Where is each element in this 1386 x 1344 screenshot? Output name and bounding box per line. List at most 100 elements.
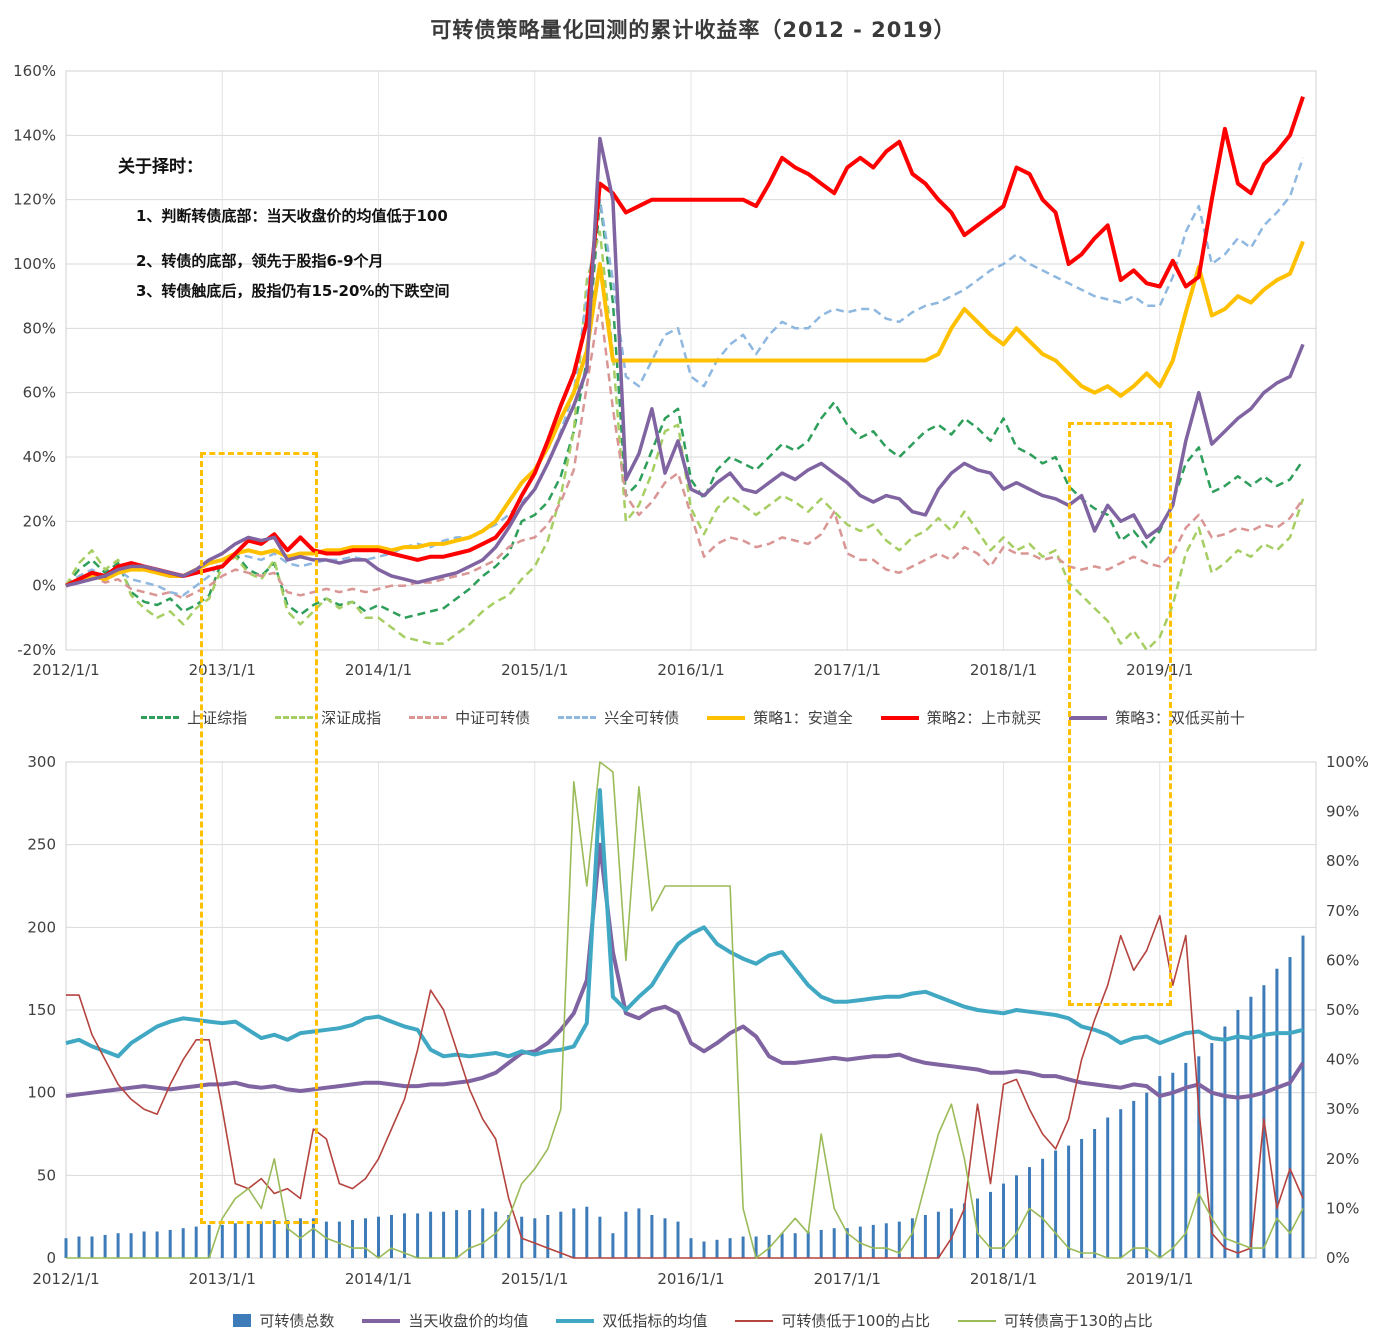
top-chart-legend: 上证综指 深证成指 中证可转债 兴全可转债 策略1：安道全 策略2：上市就买 策略3：双低买… bbox=[0, 707, 1386, 728]
axis-tick-label: 200 bbox=[27, 918, 56, 936]
axis-tick-label: 60% bbox=[23, 384, 56, 402]
legend-line-swatch bbox=[556, 1318, 595, 1323]
axis-tick-label: 2018/1/1 bbox=[970, 1270, 1037, 1288]
axis-tick-label: 150 bbox=[27, 1001, 56, 1019]
legend-line-swatch bbox=[958, 1319, 997, 1322]
axis-tick-label: 2016/1/1 bbox=[657, 661, 724, 679]
legend-line-swatch bbox=[707, 715, 746, 720]
series-可转债低于100的占比 bbox=[66, 915, 1304, 1259]
legend-label: 中证可转债 bbox=[455, 709, 531, 727]
legend-label: 可转债总数 bbox=[259, 1312, 335, 1330]
timing-note-line-1: 1、判断转债底部：当天收盘价的均值低于100 bbox=[136, 207, 448, 225]
top-axis-labels: 160% 140% 120% 100% 80% 60% 40% 20% 0% -20% 2012/1… bbox=[13, 62, 1193, 679]
legend-line-swatch bbox=[362, 1318, 401, 1323]
legend-label: 可转债低于100的占比 bbox=[781, 1312, 931, 1330]
bottom-chart: 0 50 100 150 200 250 300 0% 10% 20% 30% 40% 50% 60% 70… bbox=[27, 753, 1369, 1288]
axis-tick-label: 250 bbox=[27, 836, 56, 854]
axis-tick-label: 40% bbox=[1326, 1051, 1359, 1069]
axis-tick-label: 60% bbox=[1326, 951, 1359, 969]
axis-tick-label: 40% bbox=[23, 448, 56, 466]
series-深证成指 bbox=[64, 230, 1305, 652]
legend-item: 策略2：上市就买 bbox=[880, 707, 1042, 728]
axis-tick-label: 80% bbox=[1326, 852, 1359, 870]
legend-label: 策略2：上市就买 bbox=[926, 709, 1042, 727]
timing-note-line-2: 2、转债的底部，领先于股指6-9个月 bbox=[136, 252, 384, 270]
bottom-chart-legend: 可转债总数 当天收盘价的均值 双低指标的均值 可转债低于100的占比 可转债高于130的… bbox=[0, 1310, 1386, 1331]
legend-line-swatch bbox=[275, 716, 314, 719]
top-chart: 160% 140% 120% 100% 80% 60% 40% 20% 0% -20% 2012/1… bbox=[13, 62, 1317, 679]
legend-line-swatch bbox=[880, 715, 919, 720]
axis-tick-label: 2013/1/1 bbox=[189, 1270, 256, 1288]
axis-tick-label: 2015/1/1 bbox=[501, 1270, 568, 1288]
series-策略1：安道全 bbox=[65, 240, 1305, 588]
axis-tick-label: 2016/1/1 bbox=[657, 1270, 724, 1288]
legend-line-swatch bbox=[558, 716, 597, 719]
axis-tick-label: 10% bbox=[1326, 1199, 1359, 1217]
axis-tick-label: -20% bbox=[17, 641, 56, 659]
legend-item: 策略1：安道全 bbox=[707, 707, 853, 728]
axis-tick-label: 90% bbox=[1326, 803, 1359, 821]
axis-tick-label: 0% bbox=[1326, 1249, 1350, 1267]
axis-tick-label: 80% bbox=[23, 319, 56, 337]
legend-label: 深证成指 bbox=[321, 709, 382, 727]
axis-tick-label: 0 bbox=[46, 1249, 56, 1267]
axis-tick-label: 0% bbox=[32, 577, 56, 595]
axis-tick-label: 2012/1/1 bbox=[32, 1270, 99, 1288]
axis-tick-label: 300 bbox=[27, 753, 56, 771]
legend-label: 可转债高于130的占比 bbox=[1004, 1312, 1153, 1330]
legend-item: 当天收盘价的均值 bbox=[362, 1310, 528, 1331]
top-series bbox=[64, 96, 1305, 652]
legend-item: 中证可转债 bbox=[409, 707, 530, 728]
axis-tick-label: 2015/1/1 bbox=[501, 661, 568, 679]
legend-item: 可转债低于100的占比 bbox=[735, 1310, 930, 1331]
axis-tick-label: 2019/1/1 bbox=[1126, 1270, 1193, 1288]
axis-tick-label: 120% bbox=[13, 191, 56, 209]
series-可转债高于130的占比 bbox=[66, 761, 1304, 1259]
legend-item: 兴全可转债 bbox=[558, 707, 679, 728]
page-title: 可转债策略量化回测的累计收益率（2012 - 2019） bbox=[430, 18, 956, 42]
axis-tick-label: 30% bbox=[1326, 1100, 1359, 1118]
legend-line-swatch bbox=[409, 716, 448, 719]
axis-tick-label: 2014/1/1 bbox=[345, 1270, 412, 1288]
legend-label: 双低指标的均值 bbox=[602, 1312, 708, 1330]
axis-tick-label: 20% bbox=[23, 512, 56, 530]
axis-tick-label: 100 bbox=[27, 1084, 56, 1102]
axis-tick-label: 2019/1/1 bbox=[1126, 661, 1193, 679]
axis-tick-label: 2014/1/1 bbox=[345, 661, 412, 679]
series-策略2：上市就买 bbox=[65, 96, 1305, 588]
timing-note-line-3: 3、转债触底后，股指仍有15-20%的下跌空间 bbox=[136, 282, 450, 300]
series-当天收盘价的均值 bbox=[65, 842, 1305, 1100]
axis-tick-label: 70% bbox=[1326, 902, 1359, 920]
top-gridlines bbox=[65, 70, 1317, 651]
legend-bar-swatch bbox=[233, 1314, 252, 1327]
axis-tick-label: 2013/1/1 bbox=[189, 661, 256, 679]
series-策略3：双低买前十 bbox=[65, 136, 1305, 588]
legend-item: 策略3：双低买前十 bbox=[1069, 707, 1245, 728]
legend-item: 可转债高于130的占比 bbox=[958, 1310, 1153, 1331]
legend-item: 可转债总数 bbox=[233, 1310, 334, 1331]
timing-note: 关于择时： 1、判断转债底部：当天收盘价的均值低于100 2、转债的底部，领先于… bbox=[118, 152, 449, 310]
axis-tick-label: 100% bbox=[13, 255, 56, 273]
legend-label: 上证综指 bbox=[187, 709, 248, 727]
axis-tick-label: 100% bbox=[1326, 753, 1369, 771]
series-可转债总数 bbox=[64, 935, 1305, 1258]
axis-tick-label: 50% bbox=[1326, 1001, 1359, 1019]
series-兴全可转债 bbox=[65, 157, 1305, 597]
axis-tick-label: 2017/1/1 bbox=[814, 661, 881, 679]
legend-item: 深证成指 bbox=[275, 707, 381, 728]
axis-tick-label: 2012/1/1 bbox=[32, 661, 99, 679]
axis-tick-label: 2018/1/1 bbox=[970, 661, 1037, 679]
legend-line-swatch bbox=[735, 1319, 774, 1322]
axis-tick-label: 140% bbox=[13, 126, 56, 144]
legend-label: 策略3：双低买前十 bbox=[1115, 709, 1245, 727]
legend-item: 双低指标的均值 bbox=[556, 1310, 707, 1331]
legend-line-swatch bbox=[141, 716, 180, 719]
axis-tick-label: 20% bbox=[1326, 1150, 1359, 1168]
axis-tick-label: 160% bbox=[13, 62, 56, 80]
series-中证可转债 bbox=[65, 301, 1305, 600]
legend-label: 策略1：安道全 bbox=[753, 709, 853, 727]
axis-tick-label: 50 bbox=[37, 1166, 56, 1184]
legend-label: 兴全可转债 bbox=[604, 709, 680, 727]
legend-item: 上证综指 bbox=[141, 707, 247, 728]
